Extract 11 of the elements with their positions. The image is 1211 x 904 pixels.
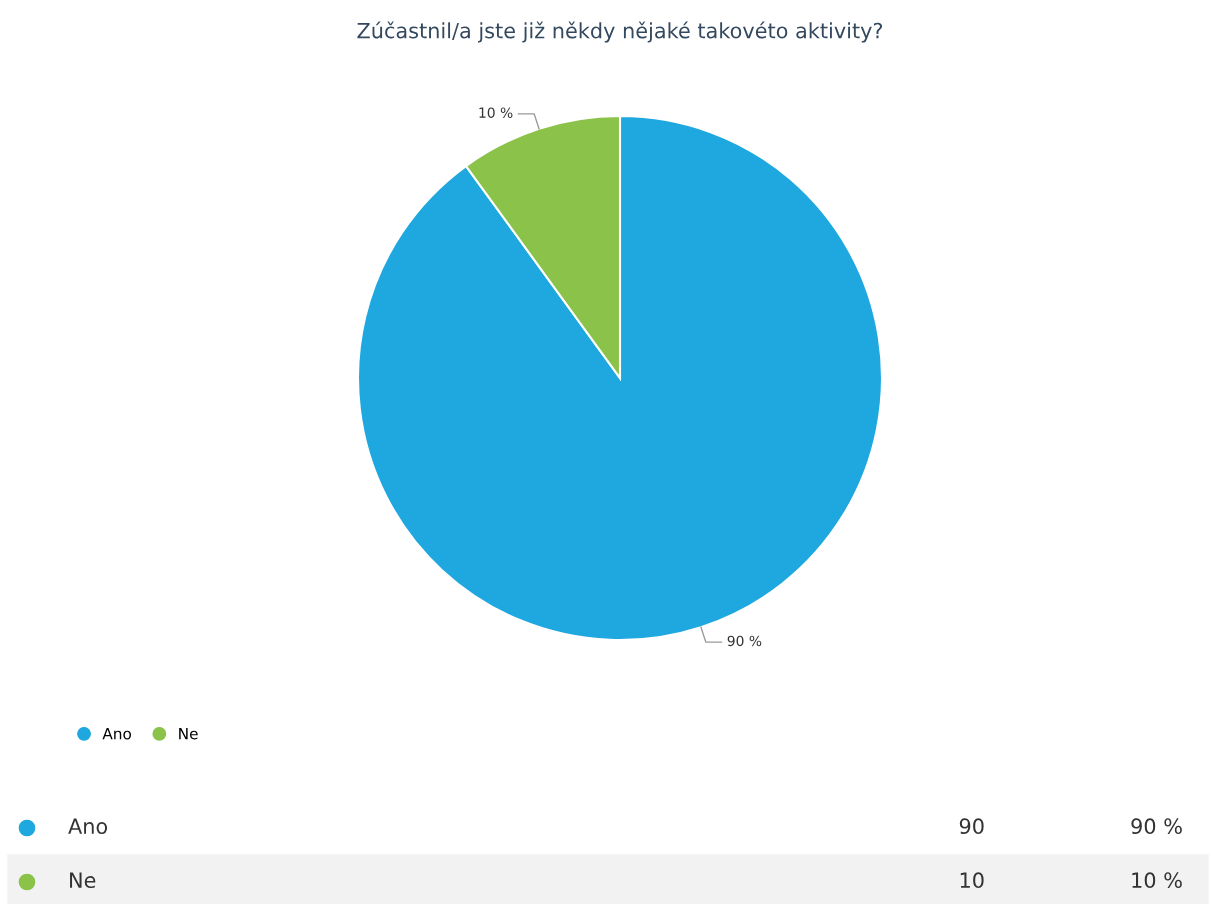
chart-title: Zúčastnil/a jste již někdy nějaké takovéto aktivity?: [357, 21, 883, 43]
legend-label: Ano: [102, 728, 132, 740]
category-label: Ne: [70, 872, 96, 889]
text: 10 %: [1132, 872, 1182, 889]
data-label: 90 %: [727, 635, 762, 647]
text: 10: [960, 872, 984, 889]
legend-label: Ne: [179, 728, 198, 740]
data-label: 10 %: [479, 107, 513, 118]
category-label: Ano: [68, 818, 108, 835]
text: 90 %: [1131, 818, 1182, 835]
text: 90: [959, 818, 984, 835]
